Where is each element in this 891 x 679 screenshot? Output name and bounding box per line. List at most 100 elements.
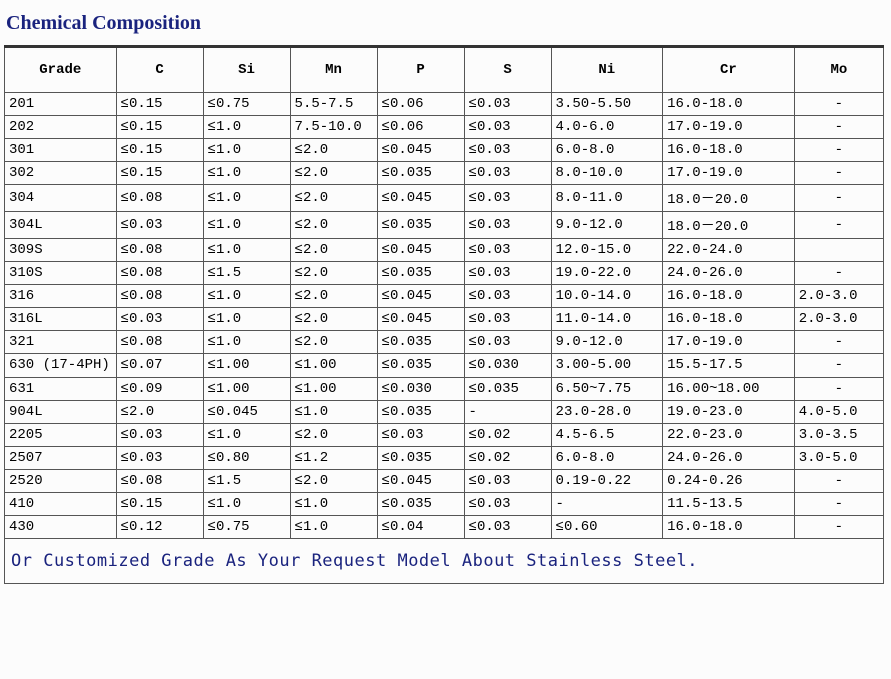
table-cell: 18.0－20.0 — [663, 185, 795, 212]
table-cell: 6.0-8.0 — [551, 139, 663, 162]
table-row: 202≤0.15≤1.07.5-10.0≤0.06≤0.034.0-6.017.… — [5, 116, 884, 139]
table-cell: ≤0.03 — [464, 239, 551, 262]
table-cell: ≤1.0 — [203, 308, 290, 331]
table-cell: 4.0-6.0 — [551, 116, 663, 139]
table-cell: ≤0.045 — [377, 239, 464, 262]
table-cell: 6.50~7.75 — [551, 377, 663, 400]
table-cell: ≤0.03 — [464, 331, 551, 354]
table-cell: 321 — [5, 331, 117, 354]
table-cell: ≤0.08 — [116, 285, 203, 308]
table-cell: 410 — [5, 492, 117, 515]
table-cell: ≤0.15 — [116, 139, 203, 162]
table-cell: ≤1.0 — [290, 492, 377, 515]
table-cell: - — [794, 116, 883, 139]
table-cell: 2.0-3.0 — [794, 285, 883, 308]
table-cell: - — [794, 377, 883, 400]
table-cell: ≤0.04 — [377, 515, 464, 538]
table-cell: ≤1.5 — [203, 262, 290, 285]
table-cell: ≤2.0 — [290, 262, 377, 285]
table-cell: ≤0.12 — [116, 515, 203, 538]
page-title: Chemical Composition — [0, 0, 891, 45]
table-cell: ≤0.06 — [377, 93, 464, 116]
table-cell: ≤1.0 — [203, 162, 290, 185]
table-cell: 2205 — [5, 423, 117, 446]
table-cell: ≤0.03 — [464, 162, 551, 185]
table-row: 304≤0.08≤1.0≤2.0≤0.045≤0.038.0-11.018.0－… — [5, 185, 884, 212]
col-header: Grade — [5, 47, 117, 93]
col-header: P — [377, 47, 464, 93]
table-cell: ≤0.045 — [377, 139, 464, 162]
table-cell: ≤0.03 — [464, 285, 551, 308]
table-cell: 0.19-0.22 — [551, 469, 663, 492]
table-row: 316≤0.08≤1.0≤2.0≤0.045≤0.0310.0-14.016.0… — [5, 285, 884, 308]
table-cell: 304L — [5, 212, 117, 239]
table-cell: ≤0.60 — [551, 515, 663, 538]
table-cell: ≤0.035 — [377, 262, 464, 285]
table-cell: ≤1.0 — [203, 212, 290, 239]
table-cell: 22.0-24.0 — [663, 239, 795, 262]
table-cell: ≤0.15 — [116, 492, 203, 515]
table-cell: ≤0.15 — [116, 162, 203, 185]
table-cell: 2.0-3.0 — [794, 308, 883, 331]
table-cell: 10.0-14.0 — [551, 285, 663, 308]
table-cell: ≤0.035 — [377, 354, 464, 378]
table-cell: ≤0.03 — [464, 308, 551, 331]
table-cell: 316L — [5, 308, 117, 331]
table-cell: ≤0.07 — [116, 354, 203, 378]
table-cell: 0.24-0.26 — [663, 469, 795, 492]
table-cell: ≤2.0 — [290, 139, 377, 162]
table-cell: 16.0-18.0 — [663, 139, 795, 162]
table-cell: 3.00-5.00 — [551, 354, 663, 378]
table-cell: 17.0-19.0 — [663, 331, 795, 354]
col-header: S — [464, 47, 551, 93]
table-cell: - — [794, 354, 883, 378]
table-cell: ≤0.02 — [464, 446, 551, 469]
table-cell: 430 — [5, 515, 117, 538]
table-cell: ≤0.045 — [203, 400, 290, 423]
table-cell: 202 — [5, 116, 117, 139]
table-row: 310S≤0.08≤1.5≤2.0≤0.035≤0.0319.0-22.024.… — [5, 262, 884, 285]
col-header: Mo — [794, 47, 883, 93]
table-cell: - — [464, 400, 551, 423]
table-row: 410≤0.15≤1.0≤1.0≤0.035≤0.03-11.5-13.5- — [5, 492, 884, 515]
table-row: 2205≤0.03≤1.0≤2.0≤0.03≤0.024.5-6.522.0-2… — [5, 423, 884, 446]
table-cell: 23.0-28.0 — [551, 400, 663, 423]
table-row: 201≤0.15≤0.755.5-7.5≤0.06≤0.033.50-5.501… — [5, 93, 884, 116]
table-cell: 11.0-14.0 — [551, 308, 663, 331]
table-cell: ≤0.03 — [377, 423, 464, 446]
table-cell: 11.5-13.5 — [663, 492, 795, 515]
table-cell: 17.0-19.0 — [663, 116, 795, 139]
table-cell: 904L — [5, 400, 117, 423]
table-row: 904L≤2.0≤0.045≤1.0≤0.035-23.0-28.019.0-2… — [5, 400, 884, 423]
table-cell: - — [794, 212, 883, 239]
table-cell: ≤0.03 — [464, 469, 551, 492]
table-row: 321≤0.08≤1.0≤2.0≤0.035≤0.039.0-12.017.0-… — [5, 331, 884, 354]
table-row: 2507≤0.03≤0.80≤1.2≤0.035≤0.026.0-8.024.0… — [5, 446, 884, 469]
table-cell: 9.0-12.0 — [551, 212, 663, 239]
table-cell: ≤0.03 — [116, 212, 203, 239]
table-row: 430≤0.12≤0.75≤1.0≤0.04≤0.03≤0.6016.0-18.… — [5, 515, 884, 538]
table-cell: 304 — [5, 185, 117, 212]
table-cell: ≤2.0 — [116, 400, 203, 423]
table-cell: ≤0.03 — [464, 492, 551, 515]
table-cell: 16.00~18.00 — [663, 377, 795, 400]
table-cell: ≤0.08 — [116, 331, 203, 354]
table-cell: 17.0-19.0 — [663, 162, 795, 185]
table-row: 630 (17-4PH)≤0.07≤1.00≤1.00≤0.035≤0.0303… — [5, 354, 884, 378]
table-cell: ≤0.03 — [116, 446, 203, 469]
table-cell: ≤0.15 — [116, 93, 203, 116]
table-cell: ≤0.15 — [116, 116, 203, 139]
table-cell: ≤2.0 — [290, 162, 377, 185]
table-cell: 631 — [5, 377, 117, 400]
table-cell: ≤0.03 — [464, 93, 551, 116]
table-cell: - — [551, 492, 663, 515]
table-cell: ≤0.035 — [377, 400, 464, 423]
table-cell: ≤0.035 — [377, 492, 464, 515]
table-cell: ≤0.045 — [377, 308, 464, 331]
table-cell: - — [794, 492, 883, 515]
table-cell: ≤0.08 — [116, 262, 203, 285]
table-cell: ≤0.03 — [464, 185, 551, 212]
table-cell: 316 — [5, 285, 117, 308]
table-cell: 4.0-5.0 — [794, 400, 883, 423]
table-cell: - — [794, 93, 883, 116]
